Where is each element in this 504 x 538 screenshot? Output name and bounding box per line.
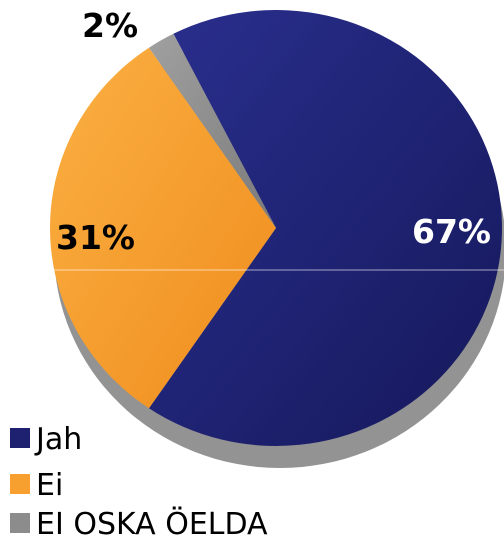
- slice-label-ei-oska-oelda: 2%: [82, 6, 138, 45]
- legend-label-jah: Jah: [34, 422, 82, 457]
- slice-label-ei: 31%: [56, 218, 135, 257]
- slice-label-jah: 67%: [412, 212, 491, 251]
- legend-swatch-ei: [10, 474, 30, 494]
- slice-ei-oska-oelda: [148, 33, 276, 229]
- pie-slices: [50, 9, 503, 446]
- slice-ei: [50, 47, 276, 409]
- legend-label-ei-oska-oelda: EI OSKA ÖELDA: [36, 506, 268, 538]
- legend-swatch-jah: [10, 428, 30, 448]
- slice-jah: [148, 9, 503, 446]
- legend-label-ei: Ei: [36, 468, 63, 503]
- legend-swatch-ei-oska-oelda: [10, 513, 30, 533]
- legend: Jah Ei EI OSKA ÖELDA: [10, 422, 268, 538]
